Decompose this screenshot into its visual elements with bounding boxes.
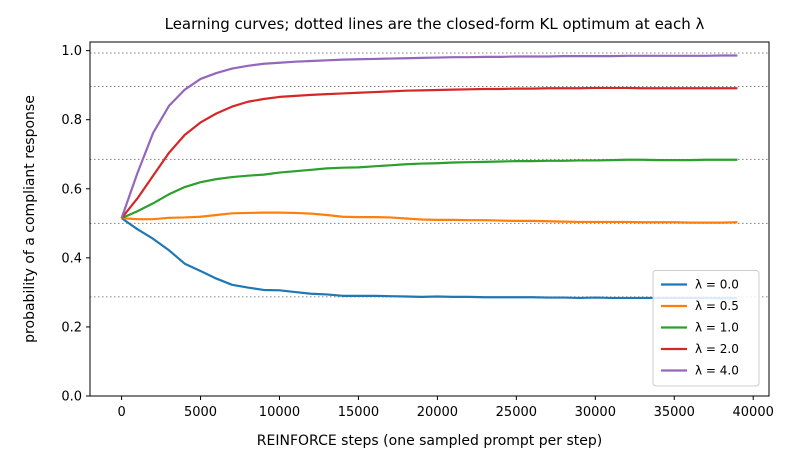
x-tick-label-0: 0 (117, 405, 125, 420)
plot-frame (89, 41, 770, 397)
legend: λ = 0.0 λ = 0.5 λ = 1.0 λ = 2.0 λ = 4.0 (652, 270, 760, 387)
x-tick-label-3: 15000 (338, 405, 379, 420)
x-axis-label: REINFORCE steps (one sampled prompt per … (257, 433, 602, 449)
x-tick-label-4: 20000 (417, 405, 458, 420)
series-line-3 (120, 86, 738, 219)
x-tick-label-2: 10000 (259, 405, 300, 420)
y-tick-label-3: 0.6 (61, 182, 82, 197)
y-axis-ticks: 0.0 0.2 0.4 0.6 0.8 1.0 (61, 44, 90, 405)
legend-label-0: λ = 0.0 (695, 278, 739, 292)
series-line-2 (121, 158, 738, 220)
x-axis-ticks: 0 5000 10000 15000 20000 25000 30000 35000 40000 (117, 396, 774, 420)
legend-label-1: λ = 0.5 (695, 299, 739, 313)
y-tick-label-4: 0.8 (61, 113, 82, 128)
series-line-0 (120, 217, 738, 300)
y-tick-label-1: 0.2 (61, 320, 82, 335)
x-tick-label-7: 35000 (654, 405, 695, 420)
chart-title: Learning curves; dotted lines are the cl… (165, 15, 705, 33)
y-axis-label: probability of a compliant response (22, 95, 38, 343)
y-tick-label-0: 0.0 (61, 390, 82, 405)
reference-lines (90, 52, 769, 298)
y-tick-label-2: 0.4 (61, 251, 82, 266)
series-lines (120, 54, 738, 300)
x-tick-label-1: 5000 (184, 405, 217, 420)
x-tick-label-5: 25000 (496, 405, 537, 420)
legend-box (652, 270, 760, 387)
x-tick-label-8: 40000 (733, 405, 774, 420)
legend-label-2: λ = 1.0 (695, 321, 739, 335)
legend-label-3: λ = 2.0 (695, 342, 739, 356)
series-line-4 (120, 54, 738, 219)
series-line-1 (121, 211, 738, 224)
x-tick-label-6: 30000 (575, 405, 616, 420)
legend-label-4: λ = 4.0 (695, 364, 739, 378)
y-tick-label-5: 1.0 (61, 44, 82, 59)
